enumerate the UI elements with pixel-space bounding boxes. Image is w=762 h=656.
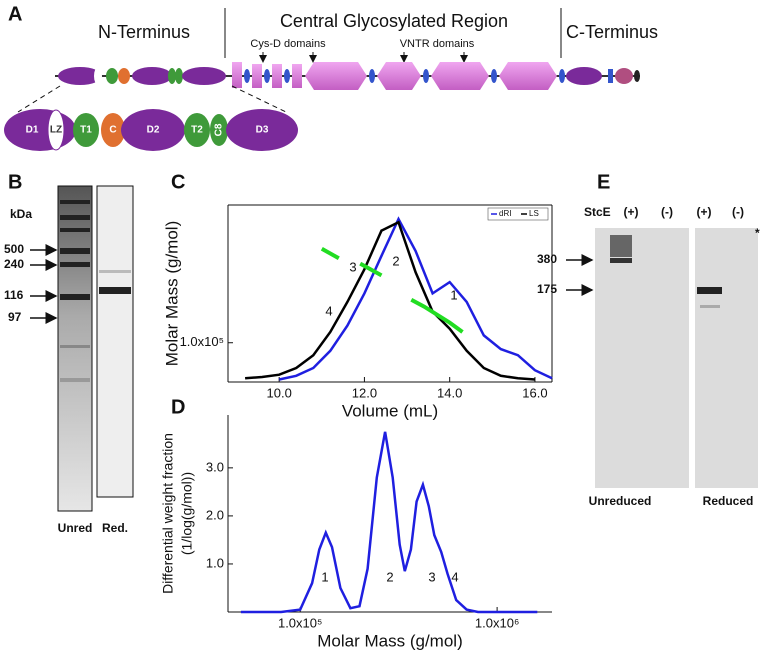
legend-label: dRI	[499, 209, 511, 218]
marker-label: 380	[537, 252, 557, 266]
legend-box	[487, 207, 549, 221]
series-line	[240, 431, 538, 614]
x-tick-label: 12.0	[352, 385, 377, 400]
y-axis-title: (1/log(g/mol))	[179, 472, 195, 555]
domain-label: Cys-D domains	[250, 38, 326, 50]
domain-zoom: D1 LZ T1 C D2 T2 C8 D3	[4, 109, 298, 151]
peak-label: 2	[392, 253, 399, 268]
zoom-lines	[17, 85, 287, 113]
marker-arrows	[566, 254, 594, 296]
panel-e: E StcE (+) (-) (+) (-) 380 175 * Unreduc…	[171, 171, 760, 508]
x-tick-label: 1.0x10⁶	[475, 615, 519, 630]
unit-label: kDa	[10, 207, 32, 221]
condition-label: Unreduced	[589, 494, 652, 508]
series-line	[278, 216, 553, 381]
peak-label: 1	[450, 287, 457, 302]
domain-name: D2	[147, 125, 160, 136]
y-tick-label: 3.0	[206, 459, 224, 474]
x-axis-title: Molar Mass (g/mol)	[317, 631, 462, 650]
legend-label: LS	[529, 209, 539, 218]
peak-label: 3	[428, 569, 435, 584]
panel-a: A N-Terminus Central Glycosylated Region…	[4, 3, 658, 151]
domain-name: T2	[191, 125, 203, 136]
panel-label: D	[171, 396, 185, 418]
gel-bands	[60, 200, 131, 382]
lane-label: Red.	[102, 521, 128, 535]
gel-bands	[610, 235, 722, 308]
domain-name: D1	[26, 125, 39, 136]
enzyme-label: StcE	[584, 205, 611, 219]
y-tick-label: 2.0	[206, 507, 224, 522]
lane-label: (+)	[697, 205, 712, 219]
gel-divider	[689, 228, 695, 488]
series-line	[320, 246, 340, 261]
marker-label: 500	[4, 242, 24, 256]
x-axis-title: Volume (mL)	[342, 401, 438, 420]
gel-lane	[57, 185, 93, 512]
marker-label: 175	[537, 282, 557, 296]
domain-name: C	[109, 125, 116, 136]
panel-label: B	[8, 171, 22, 193]
panel-label: C	[171, 171, 185, 193]
marker-label: 116	[4, 288, 24, 302]
gel	[595, 228, 758, 488]
condition-label: Reduced	[703, 494, 754, 508]
y-tick-label: 1.0x10⁵	[180, 334, 224, 349]
domain-label: VNTR domains	[400, 38, 475, 50]
marker-label: 97	[8, 310, 22, 324]
lane-label: (-)	[661, 205, 673, 219]
lane-label: (+)	[624, 205, 639, 219]
protein-backbone	[55, 62, 640, 90]
domain-name: D3	[256, 125, 269, 136]
marker-arrows	[30, 244, 58, 324]
region-label: C-Terminus	[566, 22, 658, 42]
series-line	[359, 261, 383, 278]
asterisk: *	[755, 226, 760, 240]
lane-label: Unred	[58, 521, 93, 535]
panel-b: B kDa 500 240 116 97 Unred Red.	[4, 171, 134, 535]
y-axis-title: Differential weight fraction	[160, 433, 176, 594]
peak-label: 2	[386, 569, 393, 584]
domain-name: T1	[80, 125, 92, 136]
series-line	[245, 220, 535, 381]
x-tick-label: 14.0	[437, 385, 462, 400]
peak-label: 1	[321, 569, 328, 584]
x-tick-label: 1.0x10⁵	[278, 615, 322, 630]
y-axis-title: Molar Mass (g/mol)	[162, 221, 181, 366]
region-label: Central Glycosylated Region	[280, 11, 508, 31]
marker-label: 240	[4, 257, 24, 271]
lane-label: (-)	[732, 205, 744, 219]
panel-label: A	[8, 3, 22, 25]
series-line	[410, 297, 464, 334]
region-label: N-Terminus	[98, 22, 190, 42]
gel-lane	[96, 185, 134, 498]
panel-label: E	[597, 171, 610, 193]
peak-label: 4	[451, 569, 458, 584]
domain-name: LZ	[50, 125, 62, 136]
x-tick-label: 16.0	[522, 385, 547, 400]
peak-label: 3	[349, 259, 356, 274]
domain-name: C8	[214, 123, 225, 136]
y-tick-label: 1.0	[206, 555, 224, 570]
pointers	[259, 52, 468, 63]
peak-label: 4	[325, 303, 332, 318]
x-tick-label: 10.0	[267, 385, 292, 400]
